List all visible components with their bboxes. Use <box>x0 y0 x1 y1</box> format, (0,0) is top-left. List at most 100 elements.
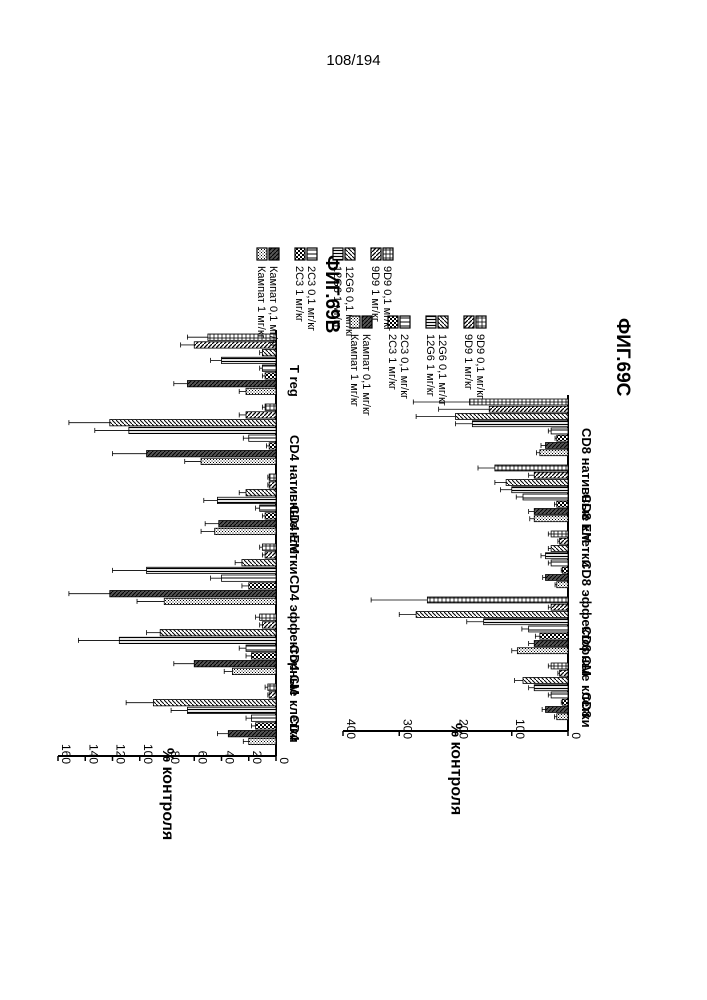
legend-swatch <box>383 248 393 260</box>
bar <box>546 575 569 581</box>
bar <box>495 465 568 471</box>
legend-label: 12G6 1 мг/кг <box>331 266 343 329</box>
bar <box>164 598 276 604</box>
bar <box>551 692 568 698</box>
bar <box>557 435 568 441</box>
bar <box>260 614 276 620</box>
bar <box>517 648 568 654</box>
bar <box>160 630 276 636</box>
bar <box>269 482 276 488</box>
bar <box>262 365 276 371</box>
legend-swatch <box>345 248 355 260</box>
value-tick-label: 160 <box>59 744 73 764</box>
bar <box>456 414 569 420</box>
bar <box>512 487 568 493</box>
bar <box>470 399 568 405</box>
bar <box>534 641 568 647</box>
bar <box>472 421 568 427</box>
bar <box>217 497 276 503</box>
bar <box>249 583 276 589</box>
bar <box>562 567 568 573</box>
value-tick-label: 40 <box>223 751 237 765</box>
bar <box>534 685 568 691</box>
bar <box>187 381 276 387</box>
bar <box>260 505 276 511</box>
chart-fig-69c: 0100200300400% контроляCD8CD8 CMCD8 эффе… <box>343 316 633 815</box>
value-tick-label: 120 <box>114 744 128 764</box>
legend-label: 2C3 0,1 мг/кг <box>398 334 410 399</box>
bar <box>489 406 568 412</box>
bar <box>262 350 276 356</box>
bar <box>147 451 276 457</box>
legend-swatch <box>371 248 381 260</box>
bar <box>147 567 276 573</box>
bar <box>534 509 568 515</box>
figure-label: ФИГ.69C <box>612 318 633 397</box>
bar <box>246 490 276 496</box>
legend-label: Кампат 0,1 мг/кг <box>360 334 372 416</box>
bar <box>222 357 277 363</box>
bar <box>562 699 568 705</box>
category-label: CD4 эффекторные клетки <box>287 575 302 743</box>
bar <box>228 731 276 737</box>
bar <box>251 715 276 721</box>
bar <box>534 516 568 522</box>
legend-swatch <box>333 248 343 260</box>
bar <box>506 480 568 486</box>
legend-swatch <box>350 316 360 328</box>
value-tick-label: 100 <box>141 744 155 764</box>
legend-swatch <box>476 316 486 328</box>
bar <box>249 738 276 744</box>
legend-label: 2C3 1 мг/кг <box>386 334 398 390</box>
bar <box>265 404 276 410</box>
value-tick-label: 0 <box>277 757 291 764</box>
legend-label: 9D9 1 мг/кг <box>369 266 381 322</box>
bar <box>251 653 276 659</box>
legend-label: 9D9 1 мг/кг <box>462 334 474 390</box>
legend-label: Кампат 0,1 мг/кг <box>267 266 279 348</box>
bar <box>194 661 276 667</box>
bar <box>153 700 276 706</box>
bar <box>269 443 276 449</box>
bar <box>546 443 569 449</box>
legend-label: 12G6 0,1 мг/кг <box>436 334 448 406</box>
bar <box>546 707 569 713</box>
legend-label: 2C3 0,1 мг/кг <box>305 266 317 331</box>
legend-swatch <box>257 248 267 260</box>
bar <box>551 560 568 566</box>
legend-swatch <box>362 316 372 328</box>
legend-label: 9D9 0,1 мг/кг <box>474 334 486 399</box>
bar <box>529 626 568 632</box>
legend-swatch <box>400 316 410 328</box>
bar <box>232 668 276 674</box>
bar <box>560 538 568 544</box>
bar <box>119 637 276 643</box>
legend-swatch <box>269 248 279 260</box>
bar <box>484 619 568 625</box>
value-axis-title: % контроля <box>159 748 176 840</box>
value-axis-title: % контроля <box>448 723 465 815</box>
category-label: CD8 нативные клетки <box>579 428 594 568</box>
bar <box>129 427 276 433</box>
bar <box>557 501 568 507</box>
category-label: CD8 эффекторные клетки <box>579 560 594 728</box>
bar <box>557 582 568 588</box>
bar <box>540 633 568 639</box>
bar <box>523 678 568 684</box>
bar <box>268 684 276 690</box>
bar <box>246 412 276 418</box>
legend-swatch <box>464 316 474 328</box>
value-tick-label: 140 <box>86 744 100 764</box>
bar <box>201 458 276 464</box>
bar <box>551 663 568 669</box>
bar <box>219 521 276 527</box>
legend-label: 2C3 1 мг/кг <box>293 266 305 322</box>
legend-swatch <box>307 248 317 260</box>
legend-swatch <box>295 248 305 260</box>
category-label: T reg <box>287 365 302 397</box>
bar <box>523 494 568 500</box>
bar <box>265 552 276 558</box>
bar <box>551 428 568 434</box>
bar <box>265 373 276 379</box>
bar <box>540 450 568 456</box>
